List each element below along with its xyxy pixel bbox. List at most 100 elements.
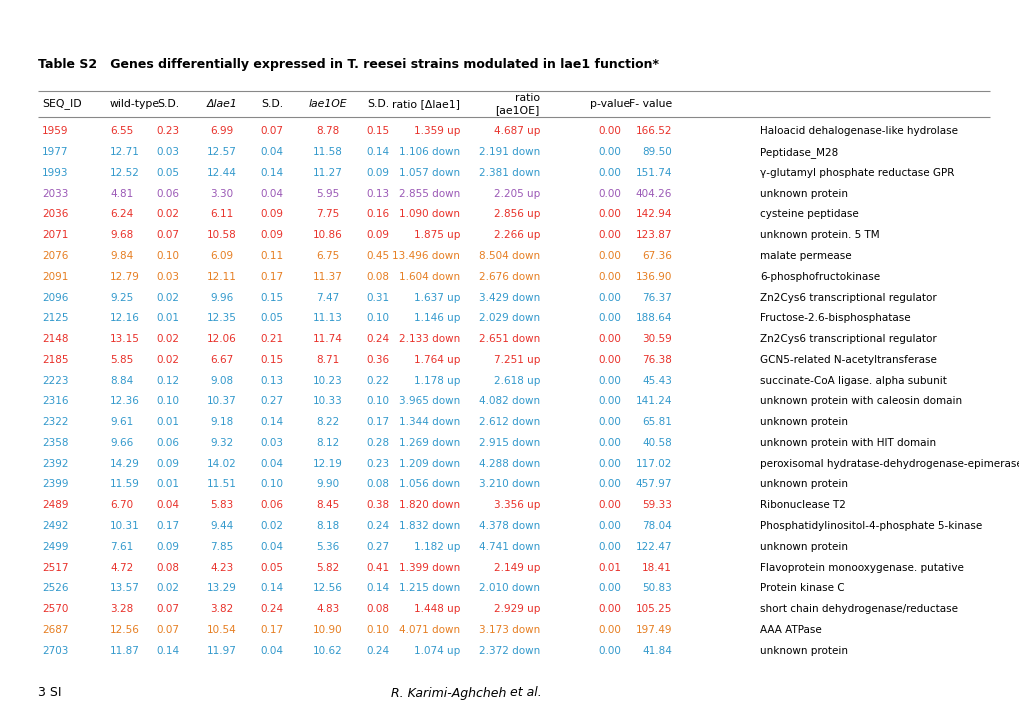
Text: 0.24: 0.24: [366, 521, 389, 531]
Text: 0.04: 0.04: [260, 189, 283, 199]
Text: 11.58: 11.58: [313, 147, 342, 157]
Text: 3.82: 3.82: [210, 604, 233, 614]
Text: 0.08: 0.08: [366, 272, 389, 282]
Text: 8.12: 8.12: [316, 438, 339, 448]
Text: 50.83: 50.83: [642, 583, 672, 593]
Text: 151.74: 151.74: [635, 168, 672, 178]
Text: 1.182 up: 1.182 up: [414, 541, 460, 552]
Text: 0.10: 0.10: [366, 314, 389, 323]
Text: 2071: 2071: [42, 230, 68, 240]
Text: 0.00: 0.00: [598, 625, 621, 635]
Text: 0.21: 0.21: [260, 334, 283, 344]
Text: 0.15: 0.15: [260, 355, 283, 365]
Text: 10.54: 10.54: [207, 625, 236, 635]
Text: S.D.: S.D.: [367, 99, 388, 109]
Text: 5.82: 5.82: [316, 562, 339, 572]
Text: 5.83: 5.83: [210, 500, 233, 510]
Text: 76.37: 76.37: [642, 293, 672, 303]
Text: 141.24: 141.24: [635, 397, 672, 407]
Text: 0.14: 0.14: [366, 147, 389, 157]
Text: 7.251 up: 7.251 up: [493, 355, 539, 365]
Text: 0.04: 0.04: [260, 459, 283, 469]
Text: 9.61: 9.61: [110, 417, 133, 427]
Text: 2.651 down: 2.651 down: [478, 334, 539, 344]
Text: unknown protein: unknown protein: [759, 645, 847, 655]
Text: 0.00: 0.00: [598, 521, 621, 531]
Text: unknown protein with HIT domain: unknown protein with HIT domain: [759, 438, 935, 448]
Text: 0.27: 0.27: [366, 541, 389, 552]
Text: 0.02: 0.02: [156, 583, 179, 593]
Text: 0.06: 0.06: [156, 438, 179, 448]
Text: 10.37: 10.37: [207, 397, 236, 407]
Text: 4.082 down: 4.082 down: [478, 397, 539, 407]
Text: 2.372 down: 2.372 down: [478, 645, 539, 655]
Text: 2392: 2392: [42, 459, 68, 469]
Text: 5.36: 5.36: [316, 541, 339, 552]
Text: 0.23: 0.23: [156, 126, 179, 136]
Text: 30.59: 30.59: [642, 334, 672, 344]
Text: 11.97: 11.97: [207, 645, 236, 655]
Text: 6.67: 6.67: [210, 355, 233, 365]
Text: 2.612 down: 2.612 down: [478, 417, 539, 427]
Text: 0.02: 0.02: [260, 521, 283, 531]
Text: 18.41: 18.41: [642, 562, 672, 572]
Text: 14.29: 14.29: [110, 459, 140, 469]
Text: 8.84: 8.84: [110, 376, 133, 386]
Text: 0.10: 0.10: [366, 397, 389, 407]
Text: γ-glutamyl phosphate reductase GPR: γ-glutamyl phosphate reductase GPR: [759, 168, 954, 178]
Text: 1.106 down: 1.106 down: [398, 147, 460, 157]
Text: 0.10: 0.10: [366, 625, 389, 635]
Text: unknown protein. 5 TM: unknown protein. 5 TM: [759, 230, 878, 240]
Text: 0.04: 0.04: [260, 541, 283, 552]
Text: 136.90: 136.90: [635, 272, 672, 282]
Text: 2517: 2517: [42, 562, 68, 572]
Text: 89.50: 89.50: [642, 147, 672, 157]
Text: 0.01: 0.01: [598, 562, 621, 572]
Text: 457.97: 457.97: [635, 479, 672, 490]
Text: 0.16: 0.16: [366, 210, 389, 219]
Text: peroxisomal hydratase-dehydrogenase-epimerase: peroxisomal hydratase-dehydrogenase-epim…: [759, 459, 1019, 469]
Text: Haloacid dehalogenase-like hydrolase: Haloacid dehalogenase-like hydrolase: [759, 126, 957, 136]
Text: 0.03: 0.03: [260, 438, 283, 448]
Text: 10.90: 10.90: [313, 625, 342, 635]
Text: succinate-CoA ligase. alpha subunit: succinate-CoA ligase. alpha subunit: [759, 376, 946, 386]
Text: 0.17: 0.17: [366, 417, 389, 427]
Text: 1.832 down: 1.832 down: [398, 521, 460, 531]
Text: 13.15: 13.15: [110, 334, 140, 344]
Text: ratio: ratio: [515, 93, 539, 103]
Text: 8.78: 8.78: [316, 126, 339, 136]
Text: 0.03: 0.03: [156, 272, 179, 282]
Text: 3.429 down: 3.429 down: [478, 293, 539, 303]
Text: 6.11: 6.11: [210, 210, 233, 219]
Text: 6.99: 6.99: [210, 126, 233, 136]
Text: 0.31: 0.31: [366, 293, 389, 303]
Text: lae1OE: lae1OE: [309, 99, 347, 109]
Text: 4.23: 4.23: [210, 562, 233, 572]
Text: 0.06: 0.06: [156, 189, 179, 199]
Text: short chain dehydrogenase/reductase: short chain dehydrogenase/reductase: [759, 604, 957, 614]
Text: 0.45: 0.45: [366, 251, 389, 261]
Text: GCN5-related N-acetyltransferase: GCN5-related N-acetyltransferase: [759, 355, 936, 365]
Text: 0.01: 0.01: [156, 479, 179, 490]
Text: 0.23: 0.23: [366, 459, 389, 469]
Text: 10.31: 10.31: [110, 521, 140, 531]
Text: 0.11: 0.11: [260, 251, 283, 261]
Text: 11.27: 11.27: [313, 168, 342, 178]
Text: ratio [Δlae1]: ratio [Δlae1]: [391, 99, 460, 109]
Text: 1.057 down: 1.057 down: [398, 168, 460, 178]
Text: 10.33: 10.33: [313, 397, 342, 407]
Text: 8.18: 8.18: [316, 521, 339, 531]
Text: 4.741 down: 4.741 down: [478, 541, 539, 552]
Text: 0.00: 0.00: [598, 272, 621, 282]
Text: [ae1OE]: [ae1OE]: [495, 105, 539, 115]
Text: 14.02: 14.02: [207, 459, 236, 469]
Text: 0.00: 0.00: [598, 417, 621, 427]
Text: 0.27: 0.27: [260, 397, 283, 407]
Text: 0.09: 0.09: [260, 230, 283, 240]
Text: 2223: 2223: [42, 376, 68, 386]
Text: 12.44: 12.44: [207, 168, 236, 178]
Text: 0.05: 0.05: [260, 562, 283, 572]
Text: 3 SI: 3 SI: [38, 686, 61, 699]
Text: 117.02: 117.02: [635, 459, 672, 469]
Text: 12.19: 12.19: [313, 459, 342, 469]
